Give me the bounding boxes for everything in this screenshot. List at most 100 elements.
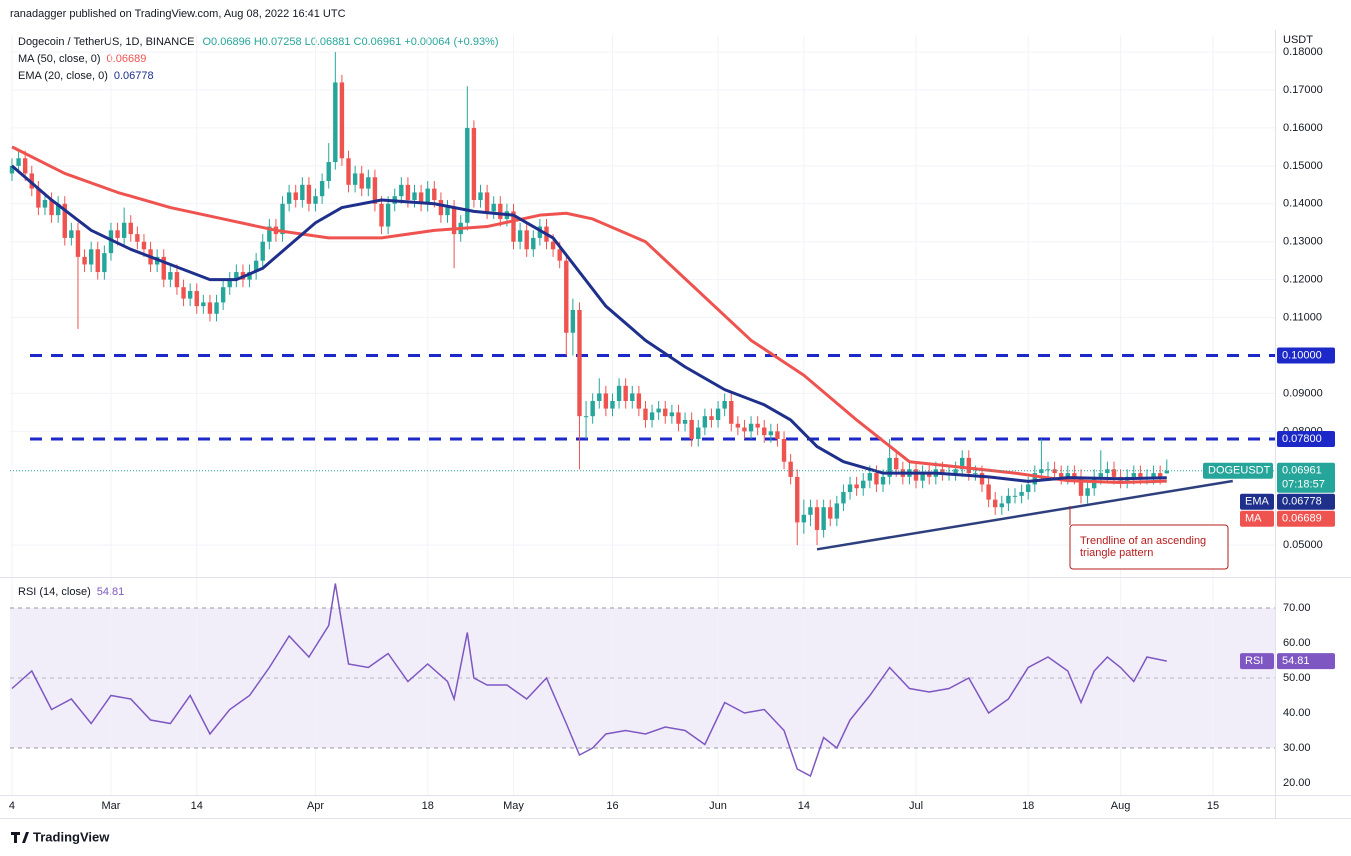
- candle-body: [42, 199, 48, 208]
- candle-body: [623, 385, 628, 402]
- candle-body: [267, 226, 272, 242]
- candle-body: [379, 203, 384, 227]
- legend-ema-row: EMA (20, close, 0) 0.06778: [18, 70, 154, 82]
- candle-body: [1045, 469, 1051, 471]
- candle-body: [234, 272, 239, 280]
- x-tick-label: 14: [798, 800, 810, 812]
- candle-body: [352, 173, 358, 185]
- candle-body: [788, 461, 793, 477]
- candle-body: [564, 260, 569, 333]
- candle-body: [729, 401, 734, 424]
- rsi-line: [11, 583, 1167, 778]
- candle-body: [867, 473, 873, 481]
- legend-ohlc: O0.06896 H0.07258 L0.06881 C0.06961 +0.0…: [202, 36, 498, 48]
- candle-body: [531, 237, 536, 250]
- candle-body: [854, 484, 859, 489]
- candle-body: [108, 230, 114, 254]
- candle-body: [451, 207, 457, 235]
- candle-body: [1164, 470, 1169, 474]
- annotation-text: Trendline of an ascending: [1080, 535, 1206, 547]
- candle-body: [227, 279, 232, 288]
- series-value-bg: [1277, 493, 1335, 510]
- publisher: ranadagger published on TradingView.com,…: [10, 8, 346, 20]
- rsi-tick-label: 70.00: [1283, 602, 1311, 614]
- candle-body: [834, 503, 840, 519]
- candle-body: [366, 177, 371, 189]
- legend-rsi-row: RSI (14, close)54.81: [18, 586, 124, 598]
- candle-body: [808, 507, 813, 515]
- candle-body: [1012, 495, 1018, 497]
- symbol-label: DOGEUSDT: [1208, 465, 1271, 477]
- series-tag-bg: [1240, 493, 1274, 510]
- x-tick-label: Jul: [909, 800, 923, 812]
- x-tick-label: Jun: [709, 800, 727, 812]
- candle-body: [405, 184, 411, 200]
- candle-body: [979, 473, 985, 485]
- candle-body: [438, 199, 444, 216]
- level-label: 0.10000: [1282, 349, 1322, 361]
- y-tick-label: 0.17000: [1283, 84, 1323, 96]
- candle-body: [511, 211, 516, 242]
- footer-logo: TradingView: [11, 829, 110, 844]
- candle-body: [927, 473, 932, 477]
- candle-body: [478, 192, 483, 200]
- rsi-tick-label: 50.00: [1283, 672, 1311, 684]
- candle-body: [432, 188, 437, 200]
- legend-ma-value: 0.06689: [107, 53, 147, 65]
- candle-body: [174, 272, 180, 288]
- candle-body: [1039, 469, 1044, 474]
- candle-body: [748, 423, 754, 432]
- candle-body: [1098, 473, 1103, 477]
- candle-body: [102, 253, 107, 273]
- candle-body: [722, 401, 727, 409]
- candle-body: [993, 499, 998, 508]
- level-label-bg: [1277, 347, 1335, 364]
- candle-body: [1026, 484, 1031, 493]
- candle-body: [1058, 473, 1064, 477]
- level-label: 0.07800: [1282, 433, 1322, 445]
- rsi-value-bg: [1277, 653, 1335, 670]
- candle-body: [214, 302, 219, 314]
- candle-body: [9, 165, 15, 174]
- candle-body: [689, 419, 694, 439]
- legend-rsi: RSI (14, close): [18, 586, 91, 598]
- candle-body: [82, 256, 87, 265]
- candle-body: [333, 82, 338, 163]
- y-tick-label: 0.05000: [1283, 539, 1323, 551]
- series-tag: MA: [1245, 513, 1262, 525]
- x-tick-label: Apr: [307, 800, 324, 812]
- series-tag-bg: [1240, 510, 1274, 527]
- rsi-tick-label: 60.00: [1283, 637, 1311, 649]
- candle-body: [1105, 469, 1110, 474]
- legend-title-row: Dogecoin / TetherUS, 1D, BINANCE O0.06896…: [18, 36, 499, 48]
- candle-body: [570, 309, 576, 333]
- rsi-tag-bg: [1240, 653, 1274, 670]
- candle-body: [696, 427, 701, 439]
- last-price: 0.06961: [1282, 465, 1322, 477]
- candle-body: [643, 408, 648, 420]
- candle-body: [293, 192, 298, 200]
- legend-ema: EMA (20, close, 0): [18, 70, 108, 82]
- candle-body: [161, 256, 166, 280]
- x-tick-label: 15: [1207, 800, 1219, 812]
- candle-body: [247, 272, 252, 280]
- rsi-tick-label: 30.00: [1283, 742, 1311, 754]
- candle-body: [286, 192, 292, 204]
- candle-body: [75, 230, 81, 257]
- candle-body: [636, 393, 642, 409]
- candle-body: [1151, 473, 1156, 477]
- candle-body: [280, 203, 285, 235]
- candle-body: [471, 127, 477, 200]
- candle-body: [36, 188, 41, 208]
- candle-body: [656, 408, 661, 413]
- candle-body: [115, 230, 120, 238]
- candle-body: [663, 408, 668, 417]
- legend-ma: MA (50, close, 0): [18, 53, 101, 65]
- candle-body: [88, 249, 94, 265]
- candle-body: [960, 457, 965, 470]
- y-tick-label: 0.14000: [1283, 198, 1323, 210]
- candle-body: [22, 158, 28, 174]
